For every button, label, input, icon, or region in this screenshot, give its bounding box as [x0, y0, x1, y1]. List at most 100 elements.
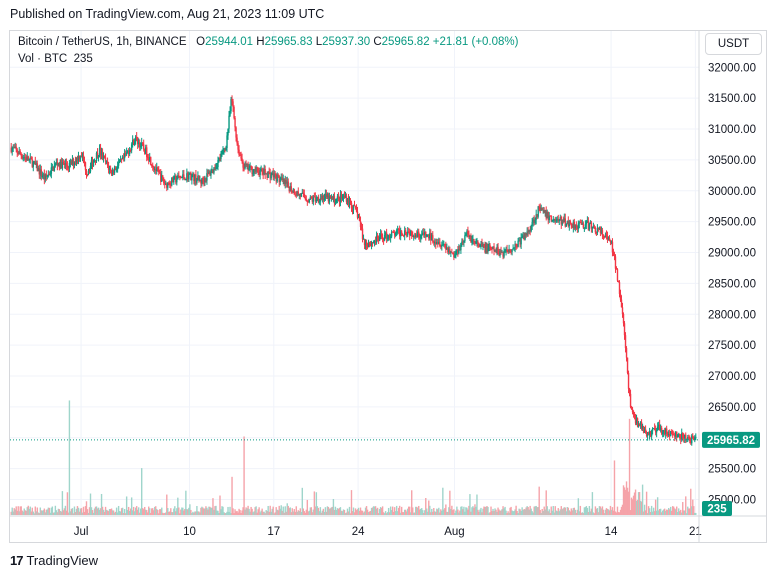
- candle-body: [350, 202, 353, 209]
- candle-body: [130, 144, 133, 151]
- current-price-label: 25965.82: [707, 435, 755, 447]
- candle-body: [677, 434, 679, 438]
- candle-body: [509, 249, 511, 252]
- candle-body: [270, 175, 272, 179]
- volume-bar: [542, 510, 544, 515]
- volume-bar: [18, 511, 20, 515]
- volume-bar: [90, 507, 93, 515]
- volume-bar: [475, 506, 477, 515]
- candle-body: [338, 196, 341, 202]
- candle-body: [313, 196, 316, 198]
- volume-bar: [505, 510, 507, 515]
- candle-body: [472, 239, 474, 241]
- candle-body: [102, 155, 105, 159]
- volume-bar: [286, 503, 288, 515]
- volume-bar: [307, 511, 310, 515]
- volume-bar: [169, 511, 171, 515]
- candle-body: [511, 249, 513, 252]
- volume-bar: [407, 508, 409, 515]
- volume-bar: [97, 507, 100, 515]
- volume-bar: [270, 511, 272, 515]
- volume-bar: [567, 507, 570, 515]
- candle-body: [361, 228, 364, 240]
- volume-bar: [211, 507, 213, 515]
- volume-bar: [226, 511, 228, 515]
- candle-body: [321, 195, 324, 199]
- candle-body: [512, 248, 514, 250]
- candle-body: [238, 149, 240, 155]
- candle-body: [202, 178, 204, 181]
- volume-bar: [632, 495, 635, 515]
- candle-body: [203, 180, 205, 183]
- volume-bar: [411, 490, 413, 515]
- candle-body: [516, 245, 518, 247]
- volume-bar: [570, 508, 573, 515]
- volume-bar: [340, 510, 343, 515]
- volume-bar: [398, 505, 401, 515]
- candle-body: [453, 254, 455, 258]
- volume-bar: [94, 506, 97, 515]
- volume-bar: [590, 508, 593, 515]
- volume-bar: [289, 507, 291, 515]
- current-price-tag: [702, 431, 760, 448]
- candle-body: [454, 254, 456, 258]
- candle-body: [93, 160, 96, 162]
- candle-body: [121, 156, 124, 160]
- candle-body: [694, 437, 696, 441]
- candle-body: [100, 151, 103, 156]
- volume-bar: [361, 510, 364, 515]
- candle-body: [648, 431, 651, 435]
- volume-bar: [496, 511, 498, 515]
- volume-bar: [438, 507, 440, 515]
- volume-bar: [668, 509, 671, 515]
- candle-body: [601, 230, 604, 236]
- candle-body: [605, 234, 608, 237]
- volume-bar: [14, 509, 16, 515]
- volume-bar: [586, 507, 589, 515]
- volume-bar: [346, 508, 349, 515]
- volume-bar: [115, 507, 118, 515]
- candle-body: [328, 195, 331, 202]
- volume-bar: [606, 508, 609, 515]
- candle-body: [340, 194, 343, 199]
- candle-body: [415, 234, 417, 237]
- candle-body: [210, 173, 212, 176]
- candle-body: [82, 155, 85, 162]
- candle-body: [449, 249, 451, 253]
- candle-body: [451, 252, 453, 254]
- volume-bar: [489, 512, 491, 515]
- candle-body: [185, 178, 187, 181]
- volume-bar: [470, 511, 472, 515]
- volume-bar: [188, 507, 190, 515]
- volume-bar: [166, 494, 168, 515]
- candle-body: [644, 429, 647, 433]
- volume-bar: [88, 507, 91, 515]
- volume-bar: [629, 510, 632, 515]
- volume-bar: [353, 512, 356, 515]
- volume-bar: [360, 510, 363, 515]
- volume-bar: [179, 513, 181, 515]
- candle-body: [446, 247, 448, 250]
- candle-body: [492, 246, 494, 250]
- volume-bar: [408, 506, 410, 515]
- volume-bar: [486, 506, 488, 515]
- volume-bar: [279, 508, 281, 515]
- candle-body: [417, 231, 419, 237]
- volume-bar: [433, 508, 435, 515]
- volume-bar: [611, 507, 614, 515]
- volume-bar: [510, 506, 512, 515]
- candle-body: [618, 282, 621, 294]
- volume-bar: [512, 511, 514, 515]
- candle-body: [344, 196, 347, 198]
- candle-body: [352, 204, 355, 211]
- volume-bar: [581, 512, 584, 515]
- candle-body: [456, 250, 458, 252]
- volume-bar: [300, 511, 302, 515]
- candle-body: [255, 167, 257, 172]
- volume-bar: [208, 506, 210, 515]
- candle-body: [574, 224, 577, 229]
- candle-body: [87, 171, 90, 175]
- currency-button[interactable]: USDT: [705, 33, 762, 55]
- candle-body: [274, 173, 276, 175]
